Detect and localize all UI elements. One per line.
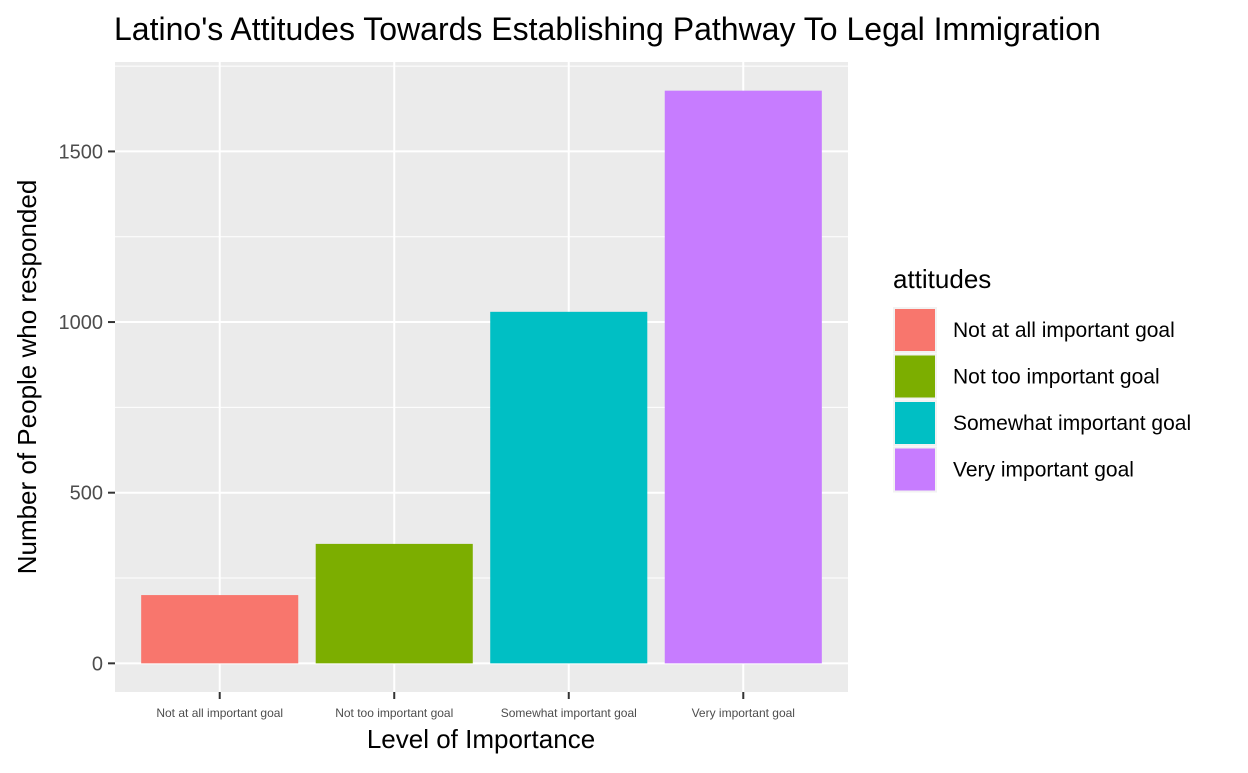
chart-title: Latino's Attitudes Towards Establishing … <box>114 11 1101 47</box>
bar-3 <box>490 311 648 664</box>
legend-swatch-3 <box>895 402 935 444</box>
x-tick-label: Somewhat important goal <box>501 706 637 720</box>
legend-label: Not at all important goal <box>953 319 1175 342</box>
legend: attitudes Not at all important goal Not t… <box>893 264 1191 493</box>
y-tick-label: 500 <box>70 483 103 505</box>
axes: 0 500 1000 1500 Not at all important goal Not… <box>59 141 795 720</box>
bar-1 <box>141 595 299 664</box>
bars <box>141 90 822 664</box>
bar-4 <box>664 90 822 664</box>
x-tick-label: Very important goal <box>692 706 795 720</box>
x-axis-title: Level of Importance <box>367 724 595 754</box>
x-tick-label: Not too important goal <box>335 706 453 720</box>
legend-swatch-4 <box>895 448 935 491</box>
legend-swatch-1 <box>895 309 935 351</box>
y-tick-label: 1000 <box>59 312 104 334</box>
legend-swatch-2 <box>895 355 935 398</box>
legend-label: Not too important goal <box>953 366 1160 389</box>
y-tick-label: 0 <box>92 653 103 675</box>
bar-2 <box>315 543 473 664</box>
legend-title: attitudes <box>893 264 991 294</box>
legend-label: Very important goal <box>953 459 1134 482</box>
y-axis-title: Number of People who responded <box>12 180 42 575</box>
y-tick-label: 1500 <box>59 141 104 163</box>
x-tick-label: Not at all important goal <box>156 706 283 720</box>
legend-label: Somewhat important goal <box>953 412 1191 435</box>
